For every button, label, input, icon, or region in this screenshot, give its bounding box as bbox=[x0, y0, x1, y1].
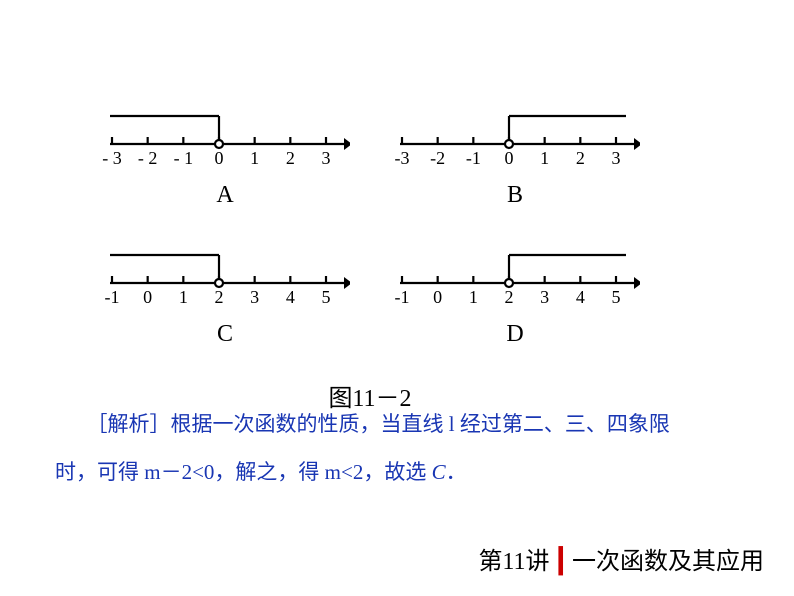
svg-text:- 3: - 3 bbox=[102, 148, 122, 168]
analysis-line-1: ［解析］根据一次函数的性质，当直线 l 经过第二、三、四象限 bbox=[55, 400, 744, 448]
svg-text:1: 1 bbox=[250, 148, 259, 168]
svg-text:0: 0 bbox=[505, 148, 514, 168]
svg-text:2: 2 bbox=[576, 148, 585, 168]
svg-text:5: 5 bbox=[612, 287, 621, 307]
svg-text:3: 3 bbox=[250, 287, 259, 307]
chart-A: - 3 - 2 - 1 0 1 2 3 A bbox=[100, 100, 350, 209]
svg-text:2: 2 bbox=[286, 148, 295, 168]
svg-text:-1: -1 bbox=[466, 148, 481, 168]
analysis-line-2: 时，可得 m－2<0，解之，得 m<2，故选 C． bbox=[55, 448, 744, 496]
chart-row-1: - 3 - 2 - 1 0 1 2 3 A -3 -2 -1 0 1 2 3 B bbox=[100, 100, 640, 209]
svg-text:2: 2 bbox=[505, 287, 514, 307]
svg-text:0: 0 bbox=[433, 287, 442, 307]
svg-text:4: 4 bbox=[286, 287, 295, 307]
chart-B: -3 -2 -1 0 1 2 3 B bbox=[390, 100, 640, 209]
svg-text:0: 0 bbox=[215, 148, 224, 168]
svg-text:1: 1 bbox=[179, 287, 188, 307]
number-line-C: -1 0 1 2 3 4 5 bbox=[100, 239, 350, 309]
analysis-line-1-text: ［解析］根据一次函数的性质，当直线 l 经过第二、三、四象限 bbox=[97, 412, 670, 436]
chart-C: -1 0 1 2 3 4 5 C bbox=[100, 239, 350, 348]
number-line-B: -3 -2 -1 0 1 2 3 bbox=[390, 100, 640, 170]
chart-label-C: C bbox=[217, 321, 233, 348]
svg-text:1: 1 bbox=[469, 287, 478, 307]
number-line-A: - 3 - 2 - 1 0 1 2 3 bbox=[100, 100, 350, 170]
analysis-line-2c: ． bbox=[446, 460, 467, 484]
chart-label-A: A bbox=[216, 182, 233, 209]
footer: 第11讲┃一次函数及其应用 bbox=[478, 541, 764, 576]
analysis-line-2a: 时，可得 m－2<0，解之，得 m<2，故选 bbox=[55, 460, 432, 484]
svg-text:-3: -3 bbox=[395, 148, 410, 168]
number-line-D: -1 0 1 2 3 4 5 bbox=[390, 239, 640, 309]
svg-text:-1: -1 bbox=[105, 287, 120, 307]
chart-label-B: B bbox=[507, 182, 523, 209]
svg-text:5: 5 bbox=[322, 287, 331, 307]
chart-D: -1 0 1 2 3 4 5 D bbox=[390, 239, 640, 348]
svg-text:2: 2 bbox=[215, 287, 224, 307]
analysis-answer-letter: C bbox=[432, 460, 446, 484]
footer-lecture-number: 第11讲 bbox=[478, 549, 549, 575]
svg-text:3: 3 bbox=[322, 148, 331, 168]
svg-text:3: 3 bbox=[540, 287, 549, 307]
chart-label-D: D bbox=[506, 321, 523, 348]
svg-text:4: 4 bbox=[576, 287, 585, 307]
svg-text:- 2: - 2 bbox=[138, 148, 158, 168]
number-line-charts: - 3 - 2 - 1 0 1 2 3 A -3 -2 -1 0 1 2 3 B -1 0 1 2 3 4 5 C … bbox=[100, 100, 640, 413]
svg-text:-1: -1 bbox=[395, 287, 410, 307]
chart-row-2: -1 0 1 2 3 4 5 C -1 0 1 2 3 4 5 D bbox=[100, 239, 640, 348]
svg-text:0: 0 bbox=[143, 287, 152, 307]
svg-text:3: 3 bbox=[612, 148, 621, 168]
footer-bar-icon: ┃ bbox=[554, 549, 568, 575]
svg-text:1: 1 bbox=[540, 148, 549, 168]
svg-text:-2: -2 bbox=[430, 148, 445, 168]
analysis-text: ［解析］根据一次函数的性质，当直线 l 经过第二、三、四象限 时，可得 m－2<… bbox=[55, 400, 744, 497]
footer-title: 一次函数及其应用 bbox=[572, 549, 764, 575]
svg-text:- 1: - 1 bbox=[174, 148, 194, 168]
